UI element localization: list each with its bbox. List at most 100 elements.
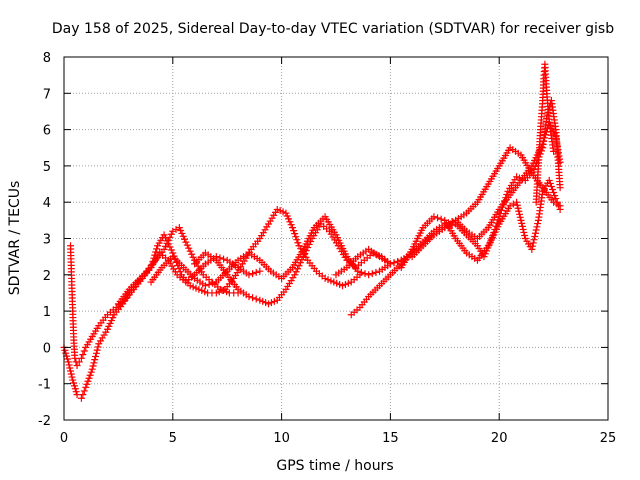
data-point	[73, 362, 81, 370]
data-point	[252, 295, 260, 303]
data-point	[77, 394, 85, 402]
data-point	[361, 270, 369, 278]
data-point	[152, 248, 160, 256]
data-point	[201, 282, 209, 290]
data-point	[307, 238, 315, 246]
data-point	[518, 219, 526, 227]
data-point	[164, 240, 172, 248]
data-point	[92, 352, 100, 360]
y-tick-label: -2	[38, 414, 51, 429]
data-point	[514, 204, 522, 212]
data-point	[67, 367, 75, 375]
y-tick-label: 3	[43, 233, 51, 248]
data-point	[545, 176, 553, 184]
data-point	[513, 201, 521, 209]
data-point	[386, 260, 394, 268]
y-tick-label: -1	[38, 378, 51, 393]
data-point	[245, 293, 253, 301]
data-point	[185, 244, 193, 252]
data-point	[209, 279, 217, 287]
data-point	[513, 198, 521, 206]
data-point	[87, 368, 95, 376]
data-point	[220, 255, 228, 263]
x-tick-label: 20	[491, 431, 508, 446]
data-point	[153, 245, 161, 253]
data-point	[296, 259, 304, 267]
data-point	[556, 205, 564, 213]
y-tick-label: 2	[43, 269, 51, 284]
data-point	[430, 213, 438, 221]
data-point	[149, 257, 157, 265]
data-point	[84, 377, 92, 385]
data-point	[551, 192, 559, 200]
data-point	[176, 268, 184, 276]
data-point	[188, 250, 196, 258]
data-point	[529, 242, 537, 250]
data-point	[368, 270, 376, 278]
data-point	[93, 346, 101, 354]
data-point	[530, 236, 538, 244]
data-point	[147, 264, 155, 272]
data-point	[390, 259, 398, 267]
data-point	[299, 253, 307, 261]
data-point	[302, 247, 310, 255]
data-point	[249, 294, 257, 302]
data-point	[555, 202, 563, 210]
data-point	[305, 241, 313, 249]
data-point	[88, 365, 96, 373]
data-point	[515, 207, 523, 215]
x-tick-label: 5	[169, 431, 177, 446]
data-point	[546, 179, 554, 187]
data-point	[518, 222, 526, 230]
data-point	[288, 224, 296, 232]
data-point	[532, 226, 540, 234]
data-point	[437, 215, 445, 223]
chart-title: Day 158 of 2025, Sidereal Day-to-day VTE…	[52, 21, 614, 37]
x-tick-label: 15	[382, 431, 399, 446]
data-point	[531, 229, 539, 237]
data-point	[162, 234, 170, 242]
data-point	[301, 250, 309, 258]
data-point	[502, 194, 510, 202]
data-point	[520, 228, 528, 236]
data-point	[79, 391, 87, 399]
data-point	[293, 236, 301, 244]
y-tick-label: 6	[43, 124, 51, 139]
data-point	[304, 244, 312, 252]
data-point	[497, 206, 505, 214]
y-tick-label: 0	[43, 341, 51, 356]
data-point	[216, 254, 224, 262]
series-satellite-track-C	[114, 205, 364, 308]
data-point	[75, 358, 83, 366]
data-point	[89, 362, 97, 370]
y-tick-label: 4	[43, 196, 51, 211]
data-point	[71, 354, 79, 362]
data-point	[189, 253, 197, 261]
data-point	[528, 245, 536, 253]
data-point	[534, 220, 542, 228]
data-point	[94, 343, 102, 351]
data-point	[150, 254, 158, 262]
data-point	[294, 265, 302, 273]
data-point	[86, 371, 94, 379]
series-satellite-track-I	[397, 176, 564, 272]
data-point	[354, 267, 362, 275]
data-point	[530, 166, 538, 174]
data-point	[516, 210, 524, 218]
data-point	[365, 271, 373, 279]
data-point	[529, 239, 537, 247]
data-point	[64, 358, 72, 366]
data-point	[291, 271, 299, 279]
data-point	[357, 268, 365, 276]
data-point	[521, 231, 529, 239]
y-tick-label: 7	[43, 87, 51, 102]
data-point	[292, 233, 300, 241]
data-point	[547, 182, 555, 190]
data-point	[516, 213, 524, 221]
data-point	[91, 356, 99, 364]
data-point	[68, 373, 76, 381]
data-point	[290, 227, 298, 235]
data-point	[148, 260, 156, 268]
data-point	[65, 361, 73, 369]
